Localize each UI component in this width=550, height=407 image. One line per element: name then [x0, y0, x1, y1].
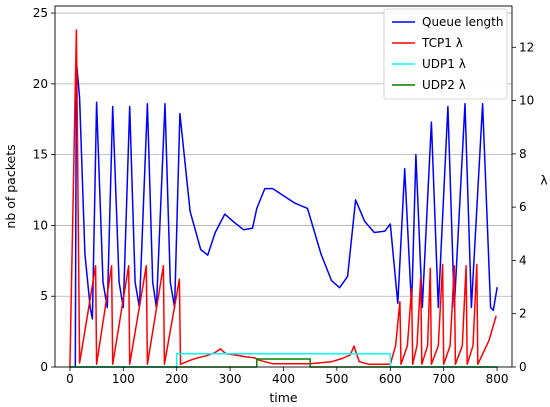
x-tick-label: 700 [432, 372, 455, 386]
y-axis-left-label: nb of packets [3, 144, 18, 228]
y-right-tick-label: 12 [519, 40, 534, 54]
x-tick-label: 500 [325, 372, 348, 386]
y-left-tick-label: 0 [40, 360, 48, 374]
y-axis-right-label: λ [540, 173, 548, 188]
x-tick-label: 200 [165, 372, 188, 386]
y-left-tick-label: 20 [33, 77, 48, 91]
series-line-queue-length [74, 60, 498, 368]
series-line-tcp1 [69, 29, 497, 368]
x-tick-label: 400 [272, 372, 295, 386]
legend-entry-label: Queue length [422, 15, 504, 29]
x-tick-label: 800 [486, 372, 509, 386]
x-tick-label: 100 [112, 372, 135, 386]
legend-box [383, 8, 508, 100]
legend-entry-label: TCP1 λ [421, 36, 463, 50]
axis-ticks: 0 100 200 300 400 500 600 700 800 0 5 10 15 20 25 0 2 4 6 8… [33, 6, 535, 386]
y-right-tick-label: 0 [519, 360, 527, 374]
legend-entry-label: UDP1 λ [422, 57, 466, 71]
x-tick-label: 600 [379, 372, 402, 386]
legend-entry-label: UDP2 λ [422, 78, 466, 92]
y-left-tick-label: 25 [33, 6, 48, 20]
y-right-tick-label: 10 [519, 94, 534, 108]
y-right-tick-label: 4 [519, 253, 527, 267]
y-right-tick-label: 6 [519, 200, 527, 214]
x-tick-label: 0 [66, 372, 74, 386]
y-left-tick-label: 5 [40, 289, 48, 303]
y-left-tick-label: 15 [33, 148, 48, 162]
y-right-tick-label: 8 [519, 147, 527, 161]
legend: Queue length TCP1 λ UDP1 λ UDP2 λ [383, 8, 508, 100]
x-tick-label: 300 [219, 372, 242, 386]
x-axis-label: time [269, 390, 298, 405]
y-right-tick-label: 2 [519, 307, 527, 321]
y-left-tick-label: 10 [33, 218, 48, 232]
